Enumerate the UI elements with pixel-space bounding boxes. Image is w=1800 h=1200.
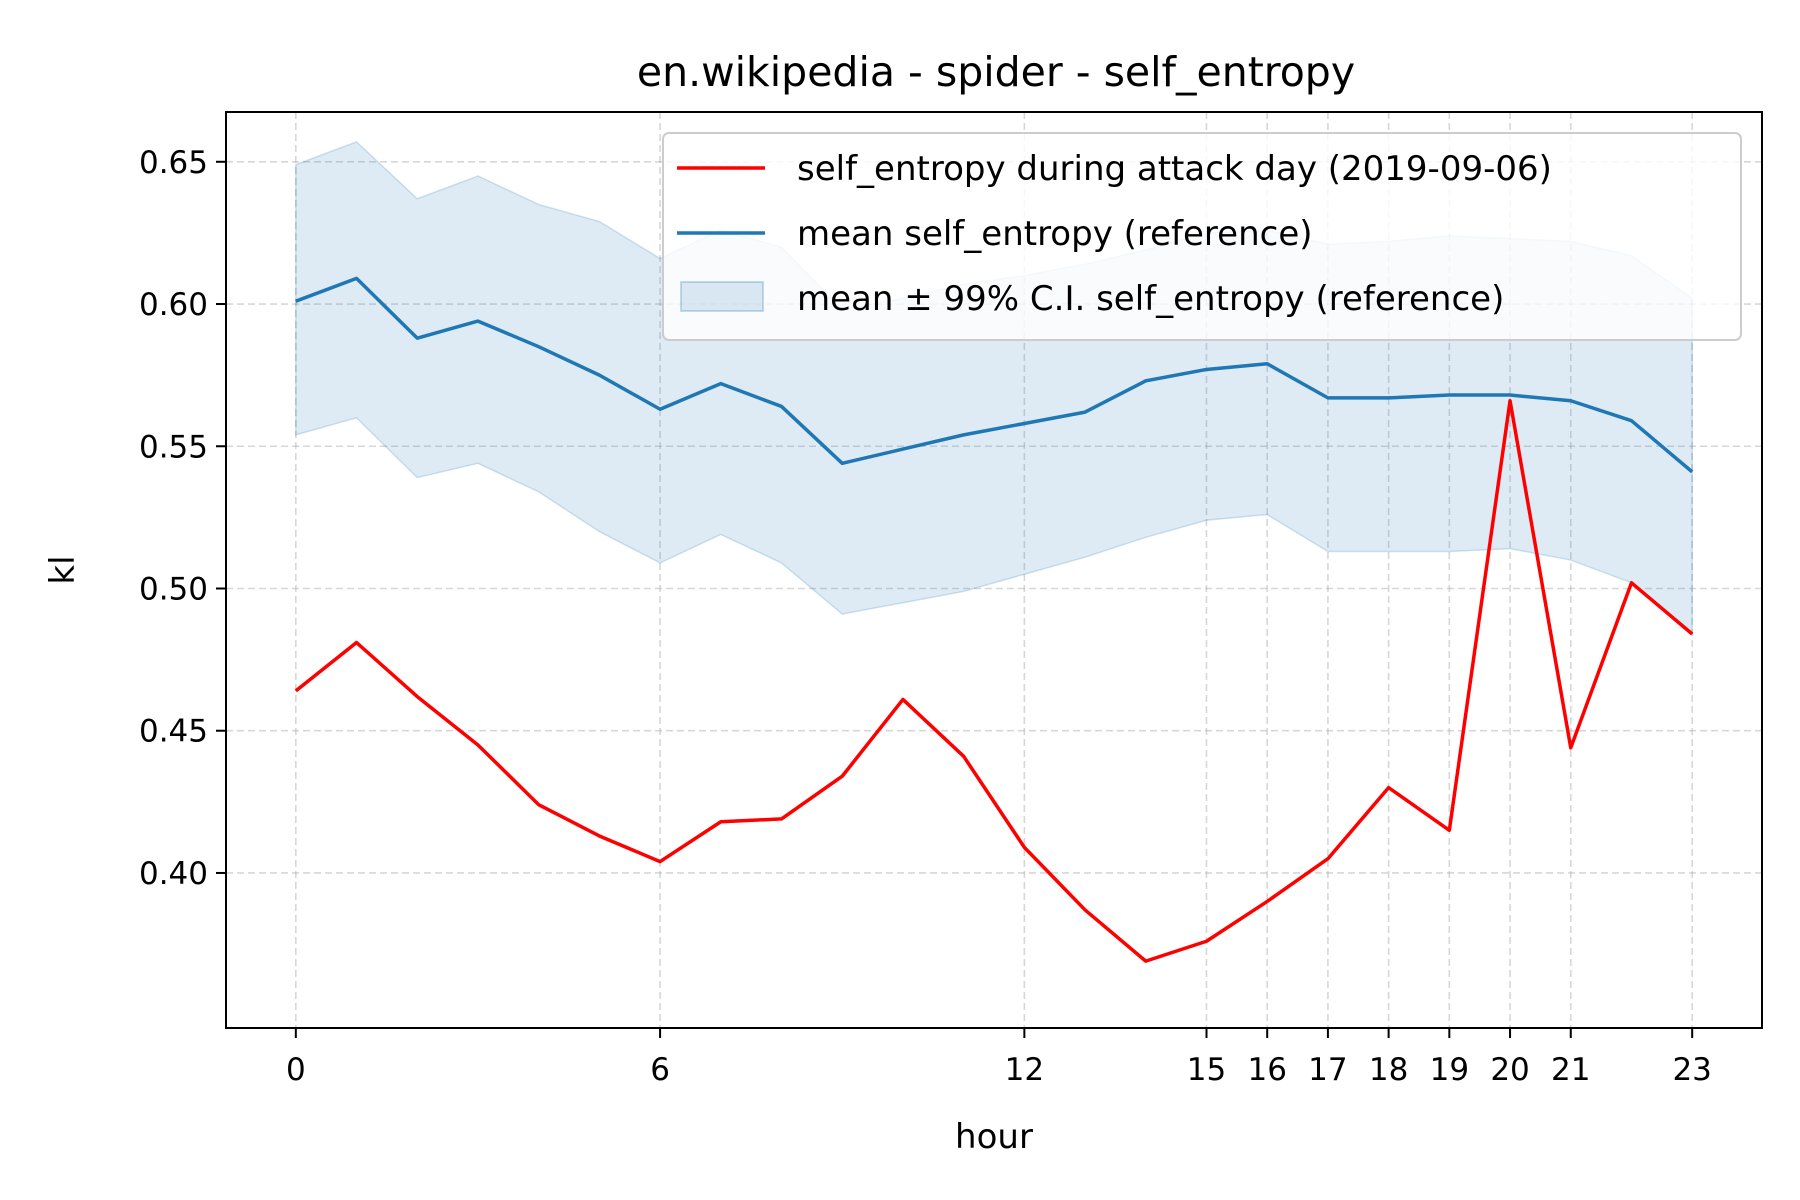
x-tick-label-6: 6 bbox=[650, 1052, 670, 1088]
series-layer bbox=[294, 276, 1694, 963]
x-tick-label-21: 21 bbox=[1551, 1052, 1590, 1088]
x-axis: 0 6 12 15 16 17 18 19 20 21 23 bbox=[286, 1028, 1712, 1088]
series-line-mean bbox=[295, 276, 1694, 474]
x-tick-label-15: 15 bbox=[1187, 1052, 1226, 1088]
y-tick-label-0.45: 0.45 bbox=[139, 714, 208, 750]
legend: self_entropy during attack day (2019-09-… bbox=[662, 132, 1742, 341]
x-tick-label-19: 19 bbox=[1430, 1052, 1469, 1088]
x-tick-label-23: 23 bbox=[1672, 1052, 1711, 1088]
plot-frame bbox=[225, 111, 1763, 1029]
x-tick-label-12: 12 bbox=[1005, 1052, 1044, 1088]
legend-label-band: mean ± 99% C.I. self_entropy (reference) bbox=[797, 279, 1504, 319]
y-tick-label-0.4: 0.40 bbox=[139, 856, 208, 892]
y-tick-label-0.5: 0.50 bbox=[139, 571, 208, 607]
y-tick-label-0.55: 0.55 bbox=[139, 429, 208, 465]
legend-label-mean: mean self_entropy (reference) bbox=[797, 214, 1313, 254]
y-axis-label: kl bbox=[43, 555, 83, 584]
legend-label-attack: self_entropy during attack day (2019-09-… bbox=[797, 149, 1552, 189]
x-tick-label-17: 17 bbox=[1308, 1052, 1347, 1088]
y-axis: 0.40 0.45 0.50 0.55 0.60 0.65 bbox=[139, 145, 226, 892]
legend-box bbox=[662, 132, 1742, 341]
x-tick-label-16: 16 bbox=[1247, 1052, 1286, 1088]
x-tick-label-20: 20 bbox=[1490, 1052, 1529, 1088]
legend-swatch-band bbox=[680, 281, 764, 312]
y-tick-label-0.6: 0.60 bbox=[139, 287, 208, 323]
x-axis-label: hour bbox=[955, 1117, 1033, 1157]
x-tick-label-0: 0 bbox=[286, 1052, 306, 1088]
chart-title: en.wikipedia - spider - self_entropy bbox=[637, 48, 1355, 96]
x-tick-label-18: 18 bbox=[1369, 1052, 1408, 1088]
series-line-attack-day bbox=[294, 398, 1694, 963]
y-tick-label-0.65: 0.65 bbox=[139, 145, 208, 181]
